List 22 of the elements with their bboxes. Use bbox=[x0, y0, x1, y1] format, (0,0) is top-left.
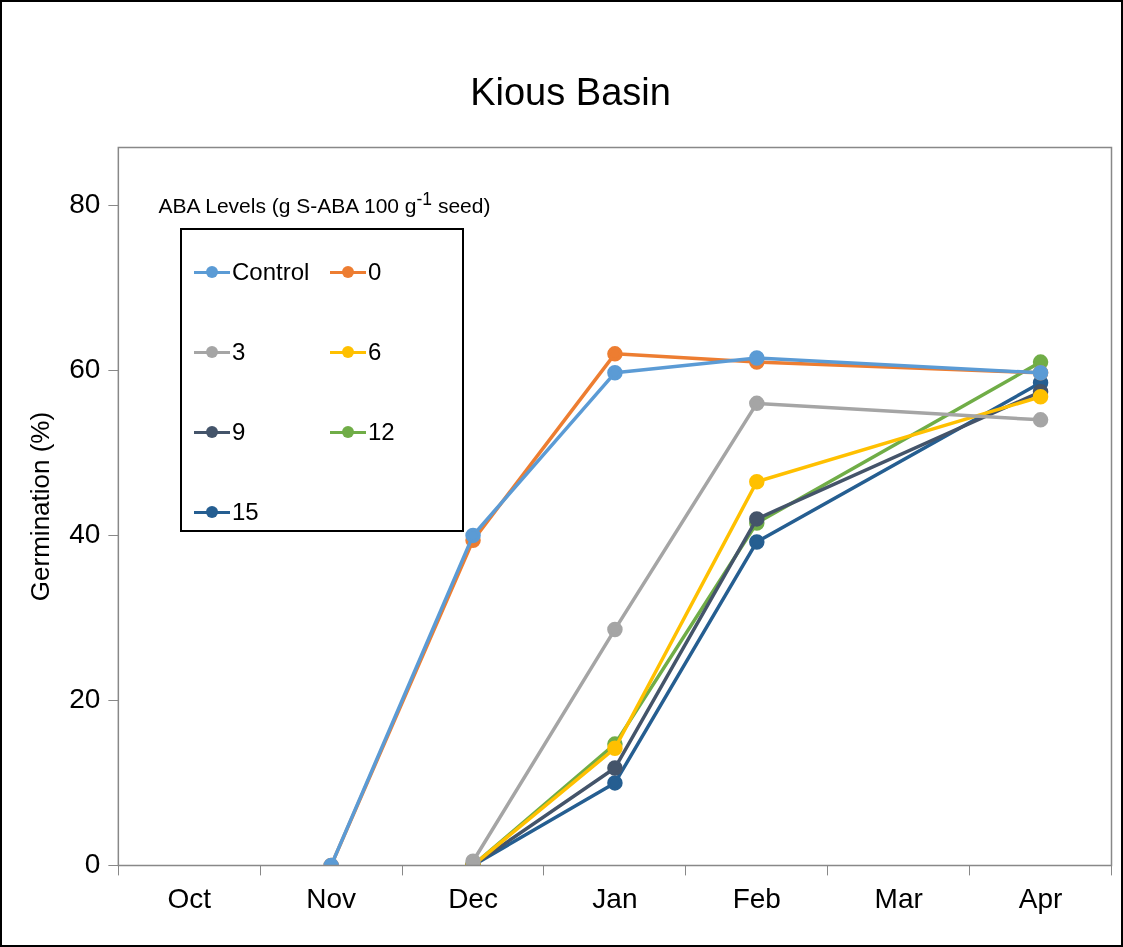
x-tick-label: Jan bbox=[592, 882, 638, 914]
legend-label: 9 bbox=[232, 418, 246, 446]
y-tick-label: 40 bbox=[69, 518, 101, 550]
legend-title: ABA Levels (g S-ABA 100 g$^{-1}$ seed) bbox=[157, 188, 492, 219]
chart-title: Kious Basin bbox=[470, 71, 671, 114]
x-tick-label: Apr bbox=[1018, 882, 1063, 914]
x-tick-label: Feb bbox=[732, 882, 781, 914]
legend-label: Control bbox=[232, 258, 310, 286]
x-tick-label: Nov bbox=[306, 882, 357, 914]
x-tick-label: Dec bbox=[448, 882, 498, 914]
legend-label: 3 bbox=[232, 338, 246, 366]
legend-label: 12 bbox=[368, 418, 395, 446]
y-tick-label: 20 bbox=[69, 683, 101, 715]
legend-label: 0 bbox=[368, 258, 382, 286]
x-tick-label: Mar bbox=[874, 882, 923, 914]
y-tick-label: 0 bbox=[84, 848, 101, 880]
legend-label: 15 bbox=[232, 498, 259, 526]
legend-label: 6 bbox=[368, 338, 382, 366]
y-axis-title: Germination (%) bbox=[24, 411, 55, 602]
y-tick-label: 60 bbox=[69, 353, 101, 385]
y-tick-label: 80 bbox=[69, 188, 101, 220]
x-tick-label: Oct bbox=[167, 882, 212, 914]
